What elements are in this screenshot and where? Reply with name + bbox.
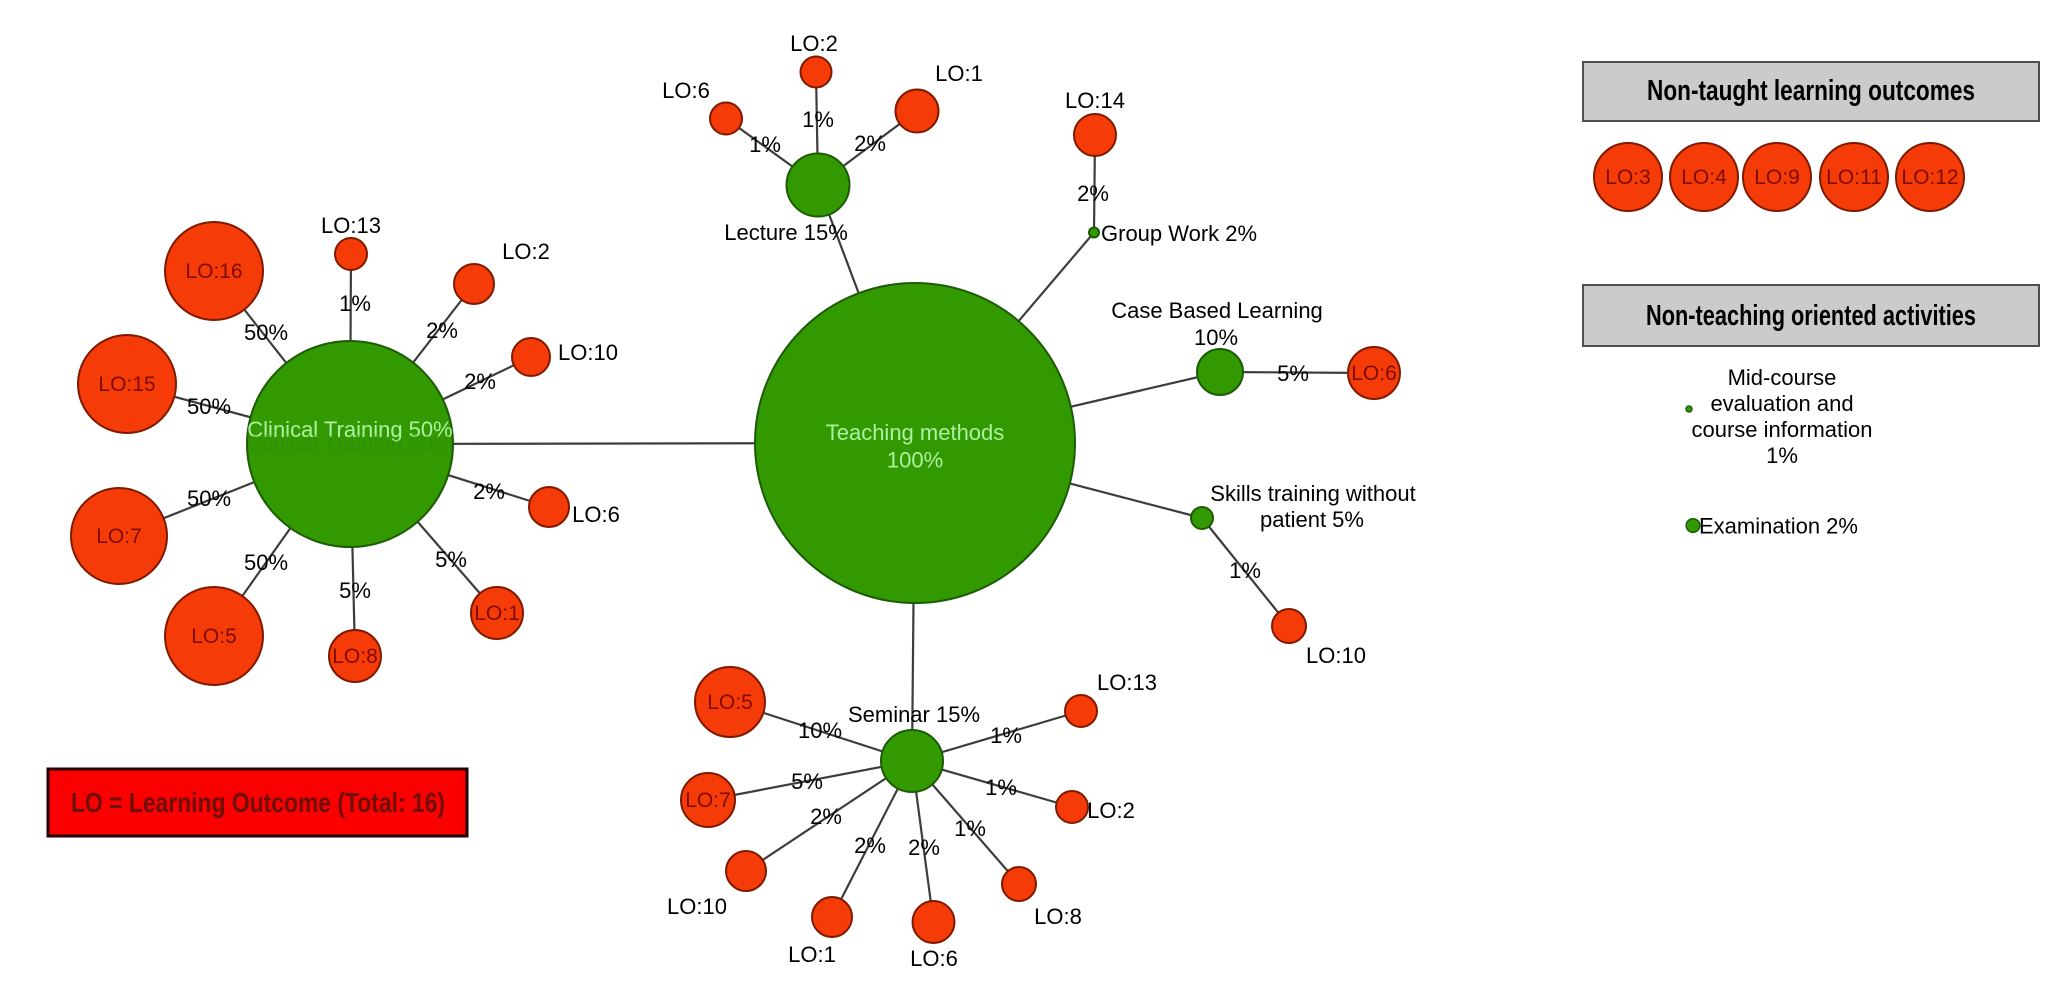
svg-text:Teaching methods: Teaching methods <box>826 420 1005 445</box>
svg-text:course information: course information <box>1692 417 1873 442</box>
svg-text:1%: 1% <box>802 107 834 132</box>
svg-text:LO:10: LO:10 <box>1306 643 1366 668</box>
svg-text:LO = Learning Outcome (Total:: LO = Learning Outcome (Total: 16) <box>71 787 445 818</box>
svg-text:LO:8: LO:8 <box>1034 904 1082 929</box>
svg-text:LO:16: LO:16 <box>185 260 242 283</box>
svg-text:5%: 5% <box>1277 361 1309 386</box>
svg-text:Examination 2%: Examination 2% <box>1699 514 1858 539</box>
svg-text:1%: 1% <box>954 816 986 841</box>
svg-text:Skills training without: Skills training without <box>1210 481 1415 506</box>
svg-text:5%: 5% <box>339 578 371 603</box>
svg-text:1%: 1% <box>749 132 781 157</box>
svg-text:patient 5%: patient 5% <box>1260 507 1364 532</box>
svg-text:1%: 1% <box>1229 558 1261 583</box>
svg-text:1%: 1% <box>339 291 371 316</box>
svg-text:LO:13: LO:13 <box>321 213 381 238</box>
svg-text:2%: 2% <box>426 318 458 343</box>
svg-text:5%: 5% <box>435 547 467 572</box>
svg-text:LO:5: LO:5 <box>707 691 753 714</box>
svg-text:LO:6: LO:6 <box>910 946 958 971</box>
svg-text:Non-teaching oriented activiti: Non-teaching oriented activities <box>1646 300 1976 332</box>
svg-text:LO:15: LO:15 <box>98 373 155 396</box>
svg-text:LO:8: LO:8 <box>332 645 378 668</box>
svg-text:LO:2: LO:2 <box>790 31 838 56</box>
svg-text:LO:6: LO:6 <box>572 502 620 527</box>
svg-text:LO:2: LO:2 <box>502 239 550 264</box>
svg-text:LO:13: LO:13 <box>1097 670 1157 695</box>
svg-text:evaluation and: evaluation and <box>1710 391 1853 416</box>
svg-text:LO:9: LO:9 <box>1754 166 1800 189</box>
svg-text:LO:6: LO:6 <box>1351 362 1397 385</box>
svg-text:Seminar 15%: Seminar 15% <box>848 702 980 727</box>
svg-text:100%: 100% <box>887 448 943 473</box>
svg-text:50%: 50% <box>187 486 231 511</box>
svg-text:50%: 50% <box>244 550 288 575</box>
svg-text:50%: 50% <box>187 394 231 419</box>
svg-text:1%: 1% <box>990 723 1022 748</box>
svg-text:LO:4: LO:4 <box>1681 166 1727 189</box>
svg-text:10%: 10% <box>1194 325 1238 350</box>
svg-text:LO:10: LO:10 <box>558 340 618 365</box>
svg-text:LO:12: LO:12 <box>1901 166 1958 189</box>
svg-text:Clinical Training 50%: Clinical Training 50% <box>247 431 452 456</box>
svg-text:LO:2: LO:2 <box>1087 798 1135 823</box>
svg-text:LO:5: LO:5 <box>191 625 237 648</box>
svg-text:LO:7: LO:7 <box>685 789 731 812</box>
svg-text:LO:1: LO:1 <box>474 602 520 625</box>
svg-text:Clinical Training 50%: Clinical Training 50% <box>247 417 452 442</box>
svg-text:LO:14: LO:14 <box>1065 88 1125 113</box>
svg-text:2%: 2% <box>464 369 496 394</box>
svg-text:50%: 50% <box>244 320 288 345</box>
svg-text:2%: 2% <box>1077 181 1109 206</box>
svg-text:Mid-course: Mid-course <box>1728 365 1837 390</box>
svg-text:1%: 1% <box>1766 443 1798 468</box>
svg-text:LO:10: LO:10 <box>667 894 727 919</box>
svg-text:5%: 5% <box>791 769 823 794</box>
svg-text:10%: 10% <box>798 718 842 743</box>
svg-text:LO:6: LO:6 <box>662 78 710 103</box>
svg-text:LO:11: LO:11 <box>1826 166 1882 189</box>
svg-text:2%: 2% <box>854 131 886 156</box>
svg-text:LO:1: LO:1 <box>935 61 983 86</box>
svg-text:2%: 2% <box>854 833 886 858</box>
svg-text:Case Based Learning: Case Based Learning <box>1111 298 1323 323</box>
svg-text:2%: 2% <box>908 835 940 860</box>
svg-text:LO:7: LO:7 <box>96 525 142 548</box>
svg-text:2%: 2% <box>810 804 842 829</box>
svg-text:LO:1: LO:1 <box>788 942 836 967</box>
svg-text:2%: 2% <box>473 479 505 504</box>
svg-text:LO:3: LO:3 <box>1605 166 1651 189</box>
svg-text:1%: 1% <box>985 775 1017 800</box>
svg-text:Non-taught learning outcomes: Non-taught learning outcomes <box>1647 75 1975 107</box>
svg-text:Group Work 2%: Group Work 2% <box>1101 221 1257 246</box>
svg-text:Lecture 15%: Lecture 15% <box>724 220 848 245</box>
